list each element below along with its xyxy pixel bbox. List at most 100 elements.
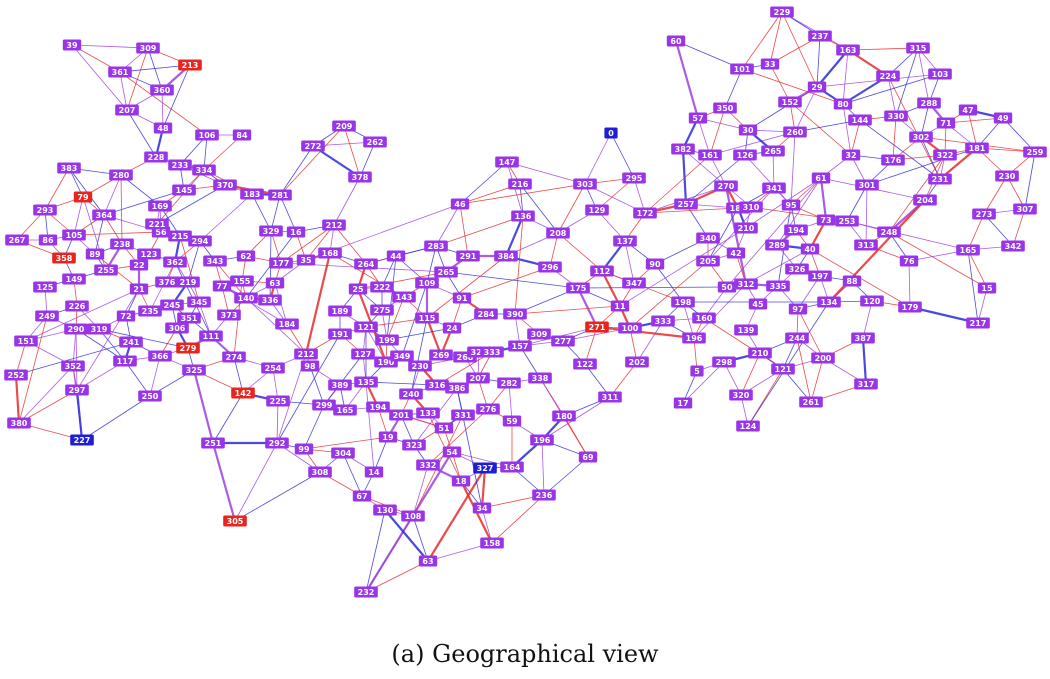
node-box: [682, 332, 706, 344]
node-box: [294, 443, 314, 455]
node-label: 175: [570, 284, 587, 293]
node-box: [236, 250, 256, 262]
node-label: 189: [332, 307, 349, 316]
node-label: 219: [180, 278, 197, 287]
node-box: [364, 466, 384, 478]
graph-edge: [15, 340, 27, 376]
node-label: 230: [412, 362, 429, 371]
node-box: [373, 504, 397, 516]
graph-node: 322: [933, 149, 957, 161]
node-label: 233: [172, 161, 189, 170]
graph-node: 281: [268, 189, 292, 201]
node-label: 155: [234, 277, 251, 286]
node-box: [474, 308, 498, 320]
graph-node: 378: [348, 171, 372, 183]
graph-edge: [908, 260, 911, 308]
graph-edge: [789, 101, 852, 156]
graph-edge: [445, 271, 579, 289]
node-label: 274: [226, 353, 243, 362]
node-label: 136: [515, 212, 532, 221]
graph-node: 101: [730, 63, 754, 75]
graph-node: 235: [138, 305, 162, 317]
graph-edge: [741, 11, 783, 70]
graph-edge: [866, 147, 978, 186]
graph-node: 340: [696, 232, 720, 244]
node-label: 161: [702, 151, 719, 160]
graph-node: 46: [450, 198, 470, 210]
node-box: [322, 219, 346, 231]
node-box: [766, 280, 790, 292]
graph-node: 305: [223, 515, 247, 527]
node-label: 89: [89, 250, 101, 259]
node-label: 366: [152, 352, 169, 361]
node-box: [508, 340, 532, 352]
node-box: [503, 308, 527, 320]
graph-node: 274: [222, 351, 246, 363]
graph-node: 335: [766, 280, 790, 292]
node-box: [748, 298, 768, 310]
node-label: 152: [782, 98, 799, 107]
node-box: [296, 254, 316, 266]
node-label: 265: [438, 268, 455, 277]
node-box: [138, 305, 162, 317]
node-box: [738, 124, 758, 136]
node-label: 306: [169, 324, 186, 333]
graph-node: 294: [188, 235, 212, 247]
node-label: 51: [438, 424, 450, 433]
node-box: [860, 295, 884, 307]
graph-edge: [103, 189, 185, 216]
graph-edge: [682, 148, 727, 187]
graph-node: 257: [674, 198, 698, 210]
node-label: 255: [98, 266, 115, 275]
graph-node: 127: [351, 348, 375, 360]
node-box: [833, 98, 853, 110]
graph-node: 80: [833, 98, 853, 110]
node-box: [14, 335, 38, 347]
node-box: [352, 490, 372, 502]
graph-node: 216: [508, 178, 532, 190]
graph-node: 382: [671, 143, 695, 155]
node-box: [294, 348, 318, 360]
node-box: [301, 140, 325, 152]
graph-node: 124: [736, 420, 760, 432]
graph-node: 144: [848, 114, 872, 126]
node-box: [622, 277, 646, 289]
node-box: [590, 265, 614, 277]
graph-edge: [846, 220, 969, 251]
node-label: 301: [859, 181, 876, 190]
node-box: [898, 301, 922, 313]
node-box: [318, 247, 342, 259]
node-box: [527, 328, 551, 340]
graph-node: 61: [811, 172, 831, 184]
node-box: [836, 44, 860, 56]
node-label: 190: [378, 358, 395, 367]
graph-edge: [703, 317, 784, 370]
node-box: [835, 215, 859, 227]
graph-node: 129: [585, 204, 609, 216]
node-box: [618, 322, 642, 334]
graph-node: 121: [771, 363, 795, 375]
graph-node: 232: [354, 586, 378, 598]
node-box: [199, 330, 223, 342]
node-box: [734, 324, 758, 336]
graph-node: 351: [177, 312, 201, 324]
graph-node: 117: [113, 355, 137, 367]
graph-edge: [769, 63, 791, 103]
node-box: [811, 172, 831, 184]
graph-node: 189: [328, 305, 352, 317]
node-label: 91: [456, 294, 468, 303]
graph-node: 277: [551, 335, 575, 347]
node-box: [473, 462, 497, 474]
graph-edge: [945, 117, 1004, 124]
node-box: [807, 81, 827, 93]
graph-node: 60: [666, 35, 686, 47]
node-label: 120: [864, 297, 881, 306]
node-label: 112: [594, 267, 611, 276]
graph-node: 165: [333, 404, 357, 416]
node-box: [936, 117, 956, 129]
node-box: [566, 282, 590, 294]
node-label: 115: [419, 314, 436, 323]
graph-edge: [119, 71, 208, 136]
graph-edge: [211, 442, 237, 522]
node-label: 308: [312, 468, 329, 477]
